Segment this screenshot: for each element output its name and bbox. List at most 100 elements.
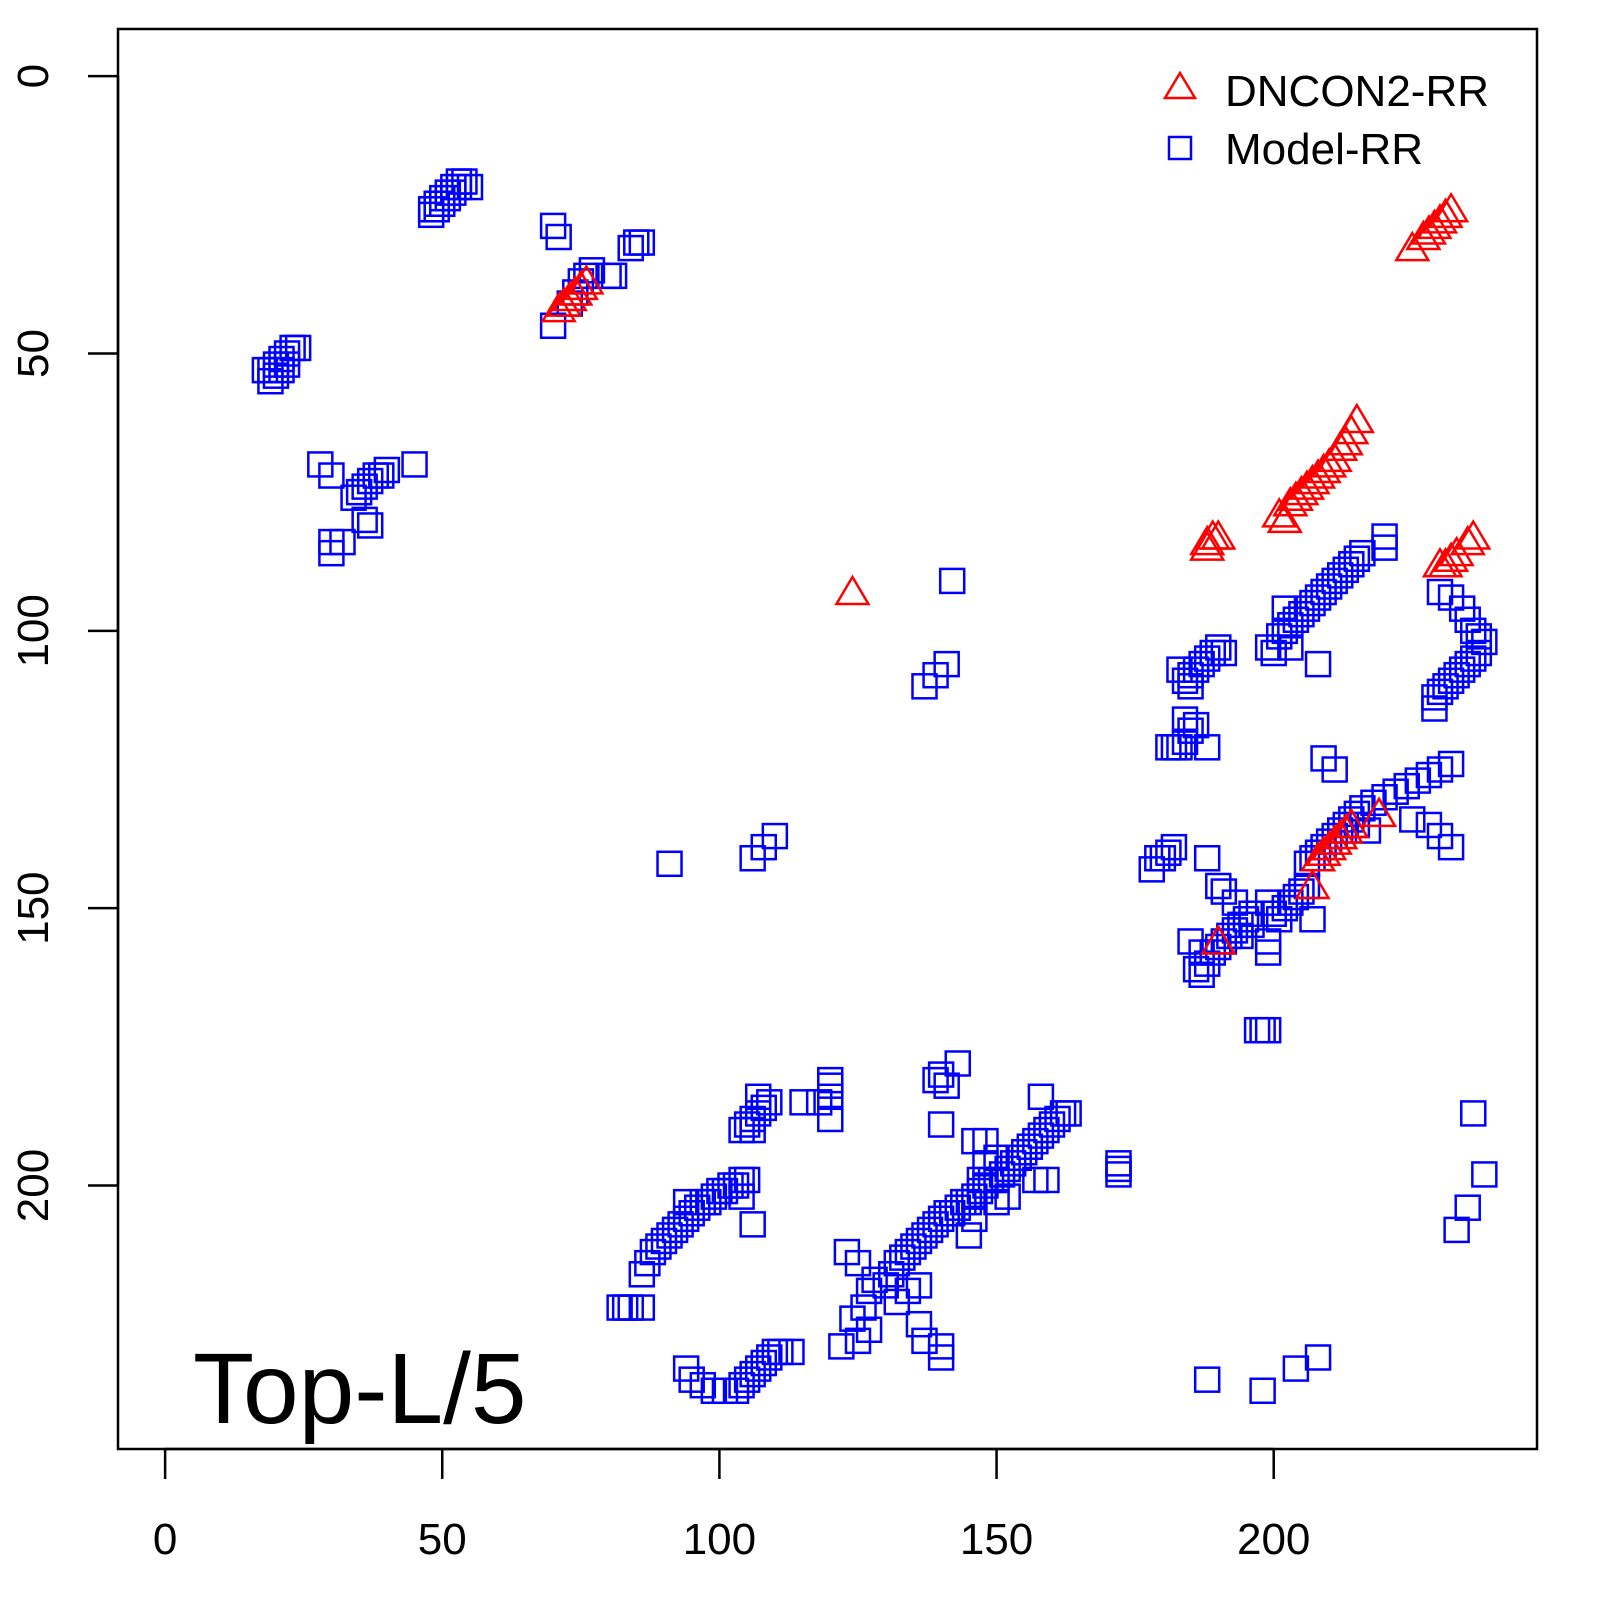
dncon2-rr-point [1188, 530, 1226, 561]
model-rr-point [733, 1166, 761, 1194]
dncon2-rr-point [540, 291, 577, 323]
model-rr-point [1193, 734, 1221, 761]
model-rr-point [401, 451, 428, 478]
model-rr-point [1177, 673, 1204, 700]
dncon2-rr-point [1283, 474, 1320, 506]
dncon2-rr-point [1188, 524, 1226, 556]
model-rr-point [1193, 1366, 1221, 1393]
model-rr-point [1027, 1083, 1055, 1111]
model-rr-point [1155, 839, 1182, 866]
model-rr-point [1443, 1216, 1470, 1244]
model-rr-point [761, 822, 789, 850]
model-rr-point [994, 1183, 1021, 1210]
x-tick-label: 150 [960, 1515, 1033, 1564]
legend-label-model: Model-RR [1225, 125, 1423, 174]
model-rr-point [318, 539, 345, 567]
model-rr-point [789, 1089, 816, 1116]
model-rr-point [1304, 650, 1332, 678]
legend: DNCON2-RR Model-RR [1162, 67, 1489, 174]
model-rr-point [273, 351, 301, 378]
model-rr-point [1399, 806, 1426, 833]
model-rr-point [1321, 756, 1348, 783]
model-rr-point [628, 229, 656, 256]
model-rr-point [1210, 639, 1238, 667]
y-tick-label: 200 [9, 1149, 58, 1222]
model-rr-point [1205, 872, 1232, 900]
dncon2-rr-point [1427, 197, 1464, 229]
dncon2-rr-point [1294, 868, 1331, 900]
dncon2-rr-point [1294, 463, 1331, 495]
model-rr-point [373, 456, 401, 484]
model-rr-point [1426, 678, 1454, 706]
dncon2-rr-point [562, 269, 600, 301]
dncon2-rr-point [1261, 496, 1298, 528]
model-rr-point [1254, 939, 1282, 966]
model-rr-point [628, 1294, 656, 1321]
model-rr-point [356, 512, 384, 539]
model-rr-point [578, 257, 606, 284]
model-rr-point [844, 1327, 872, 1355]
dncon2-rr-point [1405, 219, 1442, 251]
model-rr-point [828, 1333, 855, 1360]
model-rr-point [1371, 534, 1398, 561]
x-tick-label: 0 [153, 1515, 177, 1564]
dncon2-rr-point [1299, 458, 1337, 489]
dncon2-rr-point [551, 280, 588, 312]
model-rr-point [1105, 1155, 1132, 1183]
model-rr-point [1205, 634, 1232, 661]
dncon2-rr-point [1200, 519, 1237, 550]
model-rr-point [1343, 545, 1371, 572]
dncon2-rr-point [1272, 485, 1309, 517]
model-rr-point [905, 1272, 933, 1299]
model-rr-point [1249, 1016, 1276, 1044]
dncon2-rr-point [1427, 546, 1464, 578]
model-rr-point [545, 223, 572, 251]
model-rr-point [739, 1116, 766, 1144]
dncon2-rr-point [1310, 829, 1348, 861]
model-rr-point [1421, 695, 1448, 722]
dncon2-rr-point [1410, 214, 1448, 245]
dncon2-rr-point [1305, 452, 1342, 484]
model-rr-point [611, 1294, 639, 1321]
model-rr-point [1460, 1100, 1487, 1127]
y-axis: 0 50 100 150 200 [9, 64, 120, 1222]
dncon2-rr-point [1266, 502, 1303, 534]
x-axis: 0 50 100 150 200 [153, 1447, 1310, 1564]
model-rr-point [1160, 833, 1188, 861]
dncon2-rr-point [1277, 480, 1315, 511]
model-rr-point [1465, 623, 1493, 650]
legend-triangle-icon [1162, 70, 1198, 100]
model-rr-point [905, 1310, 933, 1338]
y-tick-label: 100 [9, 594, 58, 667]
model-rr-point [1299, 906, 1326, 933]
dncon2-rr-point [1438, 535, 1475, 567]
model-rr-point [739, 1211, 766, 1238]
model-rr-point [883, 1288, 911, 1316]
model-rr-point [1288, 878, 1315, 905]
model-rr-point [672, 1188, 700, 1216]
dncon2-rr-point [1432, 541, 1470, 572]
model-rr-point [1271, 595, 1299, 622]
model-rr-point [1349, 539, 1376, 567]
model-rr-point [600, 262, 628, 290]
dncon2-rr-point [1310, 446, 1348, 478]
model-rr-point [595, 262, 622, 290]
dncon2-rr-point [1449, 524, 1486, 556]
model-rr-point [1454, 1194, 1481, 1221]
dncon2-rr-point [1327, 813, 1364, 844]
dncon2-rr-point [1455, 519, 1492, 550]
legend-label-dncon2: DNCON2-RR [1225, 67, 1489, 116]
model-rr-point [368, 462, 395, 489]
model-rr-point [966, 1166, 994, 1194]
dncon2-rr-point [568, 263, 605, 295]
model-rr-point [938, 567, 966, 595]
chart-marks [251, 168, 1498, 1405]
x-tick-label: 200 [1237, 1515, 1310, 1564]
dncon2-rr-point [1416, 208, 1453, 240]
model-rr-point [927, 1111, 955, 1138]
model-rr-point [1055, 1100, 1082, 1127]
model-rr-point [1277, 634, 1304, 661]
dncon2-rr-point [1288, 469, 1326, 500]
y-tick-label: 0 [9, 64, 58, 88]
